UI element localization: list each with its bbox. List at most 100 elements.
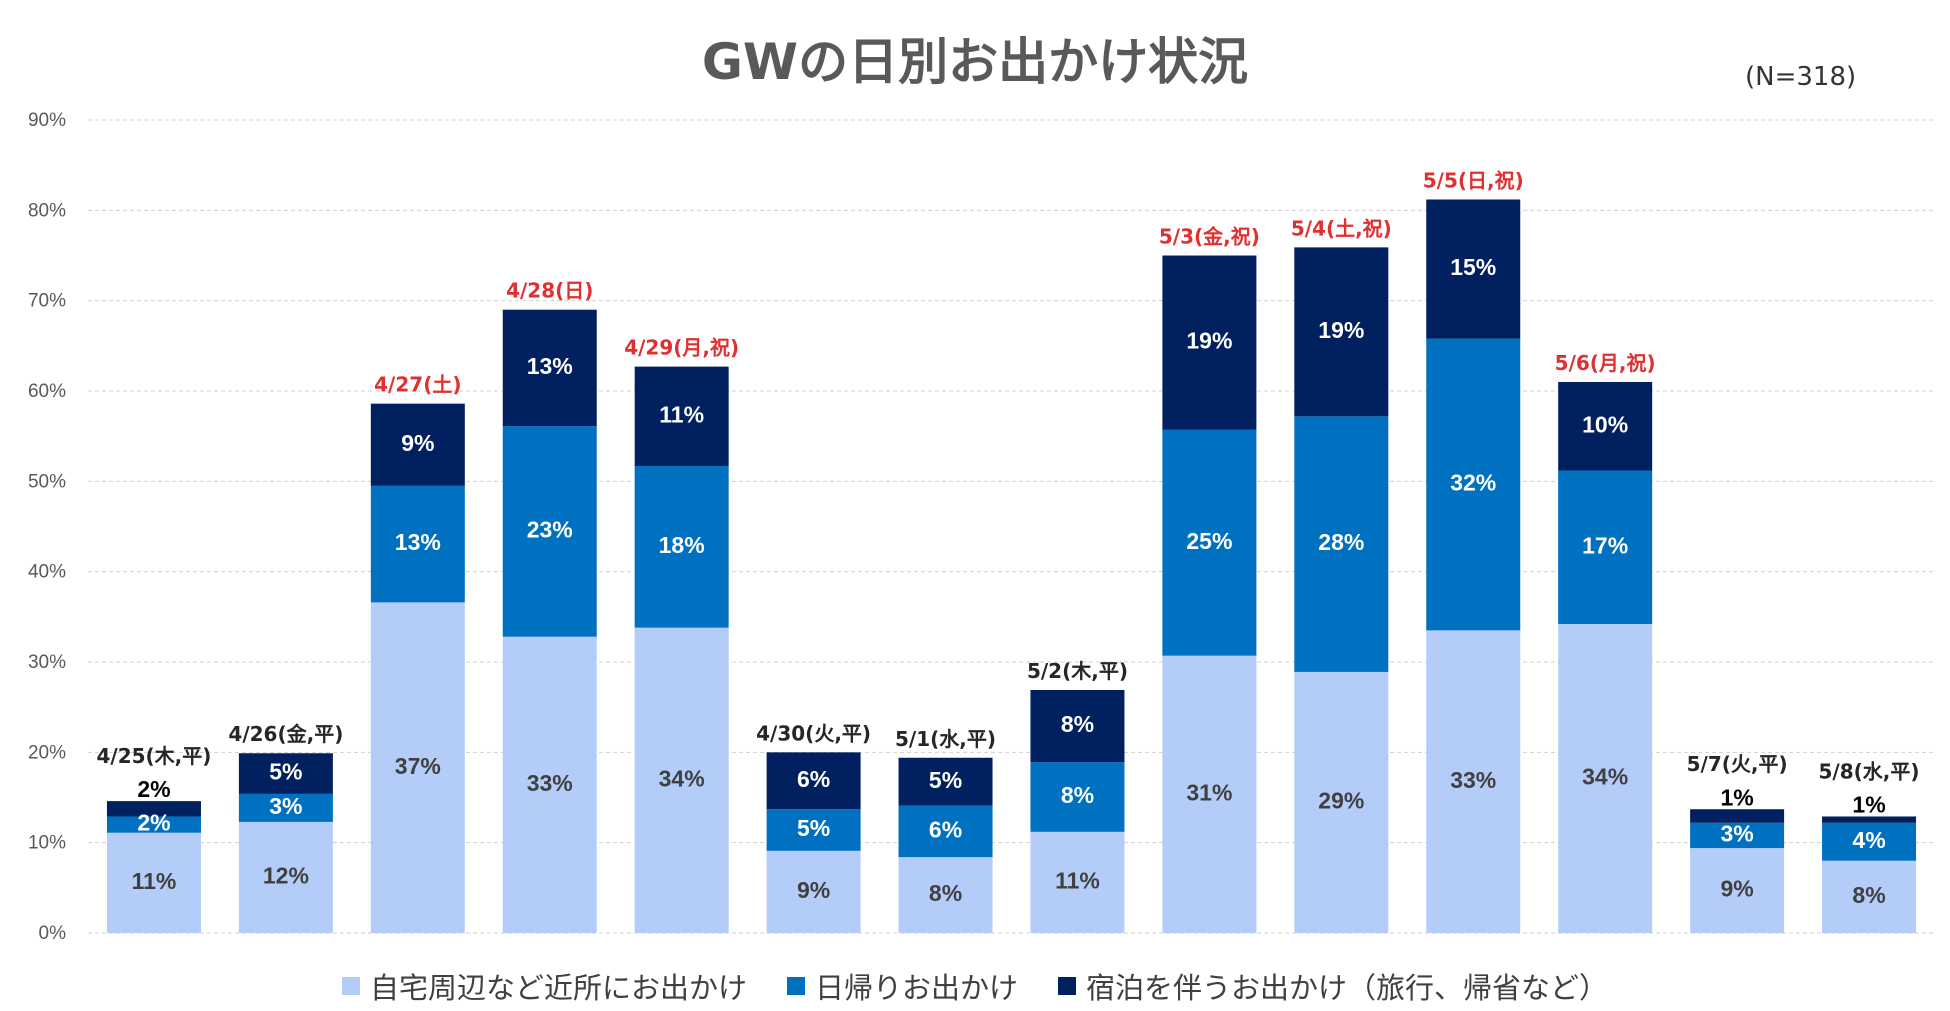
data-label-day-trip: 8% bbox=[1061, 782, 1094, 808]
bar-segment-day-trip bbox=[502, 426, 597, 637]
data-label-overnight: 15% bbox=[1450, 254, 1496, 280]
data-label-near-home: 29% bbox=[1318, 788, 1364, 814]
bar-segment-overnight bbox=[1426, 199, 1521, 339]
data-label-day-trip: 6% bbox=[929, 816, 962, 842]
data-label-overnight: 1% bbox=[1720, 784, 1753, 810]
chart-title: GWの日別お出かけ状況 bbox=[701, 33, 1249, 91]
bar-segment-overnight bbox=[634, 366, 729, 466]
data-label-near-home: 9% bbox=[1720, 876, 1753, 902]
data-label-overnight: 5% bbox=[269, 759, 302, 785]
category-label: 5/3(金,祝) bbox=[1159, 225, 1260, 249]
category-label: 4/29(月,祝) bbox=[624, 336, 739, 360]
bar-segment-day-trip bbox=[1822, 822, 1917, 861]
bar-segment-overnight bbox=[238, 753, 333, 794]
bar-segment-day-trip bbox=[634, 465, 729, 628]
y-tick-label: 80% bbox=[28, 200, 66, 221]
bar-segment-day-trip bbox=[1030, 762, 1125, 832]
data-label-overnight: 6% bbox=[797, 766, 830, 792]
bar-segment-overnight bbox=[898, 757, 993, 806]
data-label-overnight: 2% bbox=[137, 776, 170, 802]
data-label-day-trip: 18% bbox=[659, 532, 705, 558]
data-label-near-home: 33% bbox=[1450, 767, 1496, 793]
bar-segment-near-home bbox=[898, 857, 993, 933]
data-label-overnight: 5% bbox=[929, 767, 962, 793]
category-label: 4/28(日) bbox=[506, 279, 593, 303]
bar-segment-day-trip bbox=[238, 793, 333, 822]
data-label-near-home: 37% bbox=[395, 753, 441, 779]
bar-segment-near-home bbox=[1030, 831, 1125, 933]
category-label: 4/26(金,平) bbox=[228, 722, 343, 746]
data-labels: 11% 2% 2% 12% 3% 5% 37% 13% 9% 33% 23% 13% 34% 18% 11%… bbox=[132, 254, 1886, 908]
bar-segment-day-trip bbox=[898, 805, 993, 858]
y-tick-label: 10% bbox=[28, 833, 66, 854]
data-label-overnight: 1% bbox=[1852, 792, 1885, 818]
data-label-near-home: 34% bbox=[1582, 764, 1628, 790]
bar-segment-day-trip bbox=[1426, 338, 1521, 631]
data-label-overnight: 10% bbox=[1582, 411, 1628, 437]
data-label-near-home: 33% bbox=[527, 770, 573, 796]
category-label: 5/4(土,祝) bbox=[1291, 216, 1392, 240]
legend-label-overnight: 宿泊を伴うお出かけ（旅行、帰省など） bbox=[1086, 971, 1609, 1005]
bar-segment-overnight bbox=[106, 801, 201, 817]
data-label-day-trip: 23% bbox=[527, 517, 573, 543]
bar-segment-overnight bbox=[1558, 381, 1653, 471]
data-label-overnight: 19% bbox=[1186, 328, 1232, 354]
data-label-near-home: 8% bbox=[929, 880, 962, 906]
y-tick-label: 90% bbox=[28, 110, 66, 131]
gridlines bbox=[88, 119, 1935, 934]
bar-segment-near-home bbox=[1162, 655, 1257, 933]
legend-swatch-near-home bbox=[341, 977, 360, 995]
bar-segment-near-home bbox=[1294, 671, 1389, 933]
data-label-near-home: 8% bbox=[1852, 882, 1885, 908]
y-axis: 0% 10% 20% 30% 40% 50% 60% 70% 80% 90% bbox=[28, 110, 66, 944]
legend-label-day-trip: 日帰りお出かけ bbox=[814, 971, 1018, 1005]
data-label-day-trip: 2% bbox=[137, 810, 170, 836]
bar-segment-overnight bbox=[1822, 816, 1917, 823]
y-tick-label: 0% bbox=[39, 923, 67, 944]
bar-segment-overnight bbox=[370, 403, 465, 486]
bar-segment-near-home bbox=[502, 636, 597, 933]
category-label: 5/5(日,祝) bbox=[1423, 168, 1524, 192]
data-label-overnight: 19% bbox=[1318, 317, 1364, 343]
bar-segment-near-home bbox=[766, 850, 861, 933]
stacked-bar-chart: 0% 10% 20% 30% 40% 50% 60% 70% 80% 90% 11% 2% 2% 12%… bbox=[28, 110, 1935, 944]
data-label-day-trip: 17% bbox=[1582, 532, 1628, 558]
data-label-near-home: 31% bbox=[1186, 779, 1232, 805]
bar-segment-near-home bbox=[1690, 848, 1785, 933]
bar-segment-near-home bbox=[634, 627, 729, 933]
bar-segment-near-home bbox=[1426, 630, 1521, 933]
data-label-near-home: 11% bbox=[132, 868, 177, 894]
bar-segment-overnight bbox=[502, 309, 597, 427]
category-label: 5/6(月,祝) bbox=[1555, 351, 1656, 375]
category-label: 4/27(土) bbox=[374, 373, 461, 397]
category-labels: 4/25(木,平) 4/26(金,平) 4/27(土) 4/28(日) 4/29(月,祝… bbox=[96, 168, 1919, 783]
bar-segment-day-trip bbox=[1690, 822, 1785, 849]
data-label-overnight: 9% bbox=[401, 430, 434, 456]
y-tick-label: 50% bbox=[28, 471, 66, 492]
bar-segment-day-trip bbox=[106, 816, 201, 833]
category-label: 5/2(木,平) bbox=[1027, 659, 1128, 683]
y-tick-label: 20% bbox=[28, 742, 66, 763]
bar-segment-overnight bbox=[1030, 690, 1125, 763]
bar-segment-near-home bbox=[370, 602, 465, 933]
data-label-near-home: 34% bbox=[659, 765, 705, 791]
data-label-day-trip: 32% bbox=[1450, 470, 1496, 496]
bar-segment-overnight bbox=[1690, 809, 1785, 823]
category-label: 4/30(火,平) bbox=[756, 721, 871, 745]
sample-size-note: (N=318) bbox=[1745, 62, 1857, 92]
bar-segment-near-home bbox=[106, 832, 201, 933]
legend-label-near-home: 自宅周辺など近所にお出かけ bbox=[369, 971, 747, 1005]
legend-swatch-day-trip bbox=[786, 977, 805, 995]
data-label-overnight: 13% bbox=[527, 353, 573, 379]
bar-segment-day-trip bbox=[1162, 429, 1257, 656]
data-label-overnight: 11% bbox=[659, 401, 704, 427]
bar-segment-day-trip bbox=[766, 809, 861, 851]
bar-segment-near-home bbox=[1822, 860, 1917, 933]
data-label-day-trip: 5% bbox=[797, 815, 830, 841]
data-label-day-trip: 25% bbox=[1186, 528, 1232, 554]
category-label: 4/25(木,平) bbox=[96, 744, 211, 768]
data-label-near-home: 11% bbox=[1055, 867, 1100, 893]
bar-segment-day-trip bbox=[370, 485, 465, 603]
bar-segment-day-trip bbox=[1558, 470, 1653, 625]
data-label-day-trip: 3% bbox=[1720, 821, 1753, 847]
